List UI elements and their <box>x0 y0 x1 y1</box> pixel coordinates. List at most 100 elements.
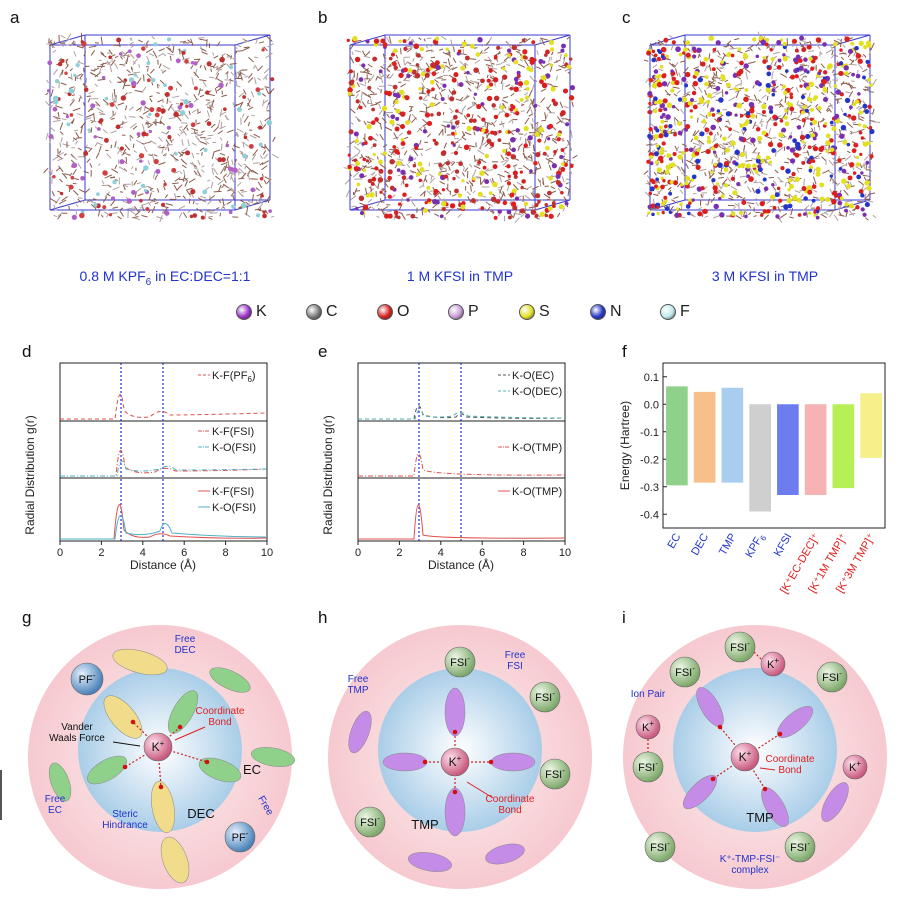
atom <box>46 89 51 93</box>
atom <box>480 78 485 84</box>
atom <box>693 135 699 141</box>
bond <box>240 172 247 180</box>
bond <box>79 73 84 79</box>
atom <box>96 192 100 197</box>
atom <box>659 146 665 152</box>
atom <box>867 104 872 109</box>
atom <box>365 39 370 44</box>
atom <box>681 76 687 82</box>
atom <box>856 174 862 180</box>
bond <box>262 99 265 107</box>
atom <box>418 178 423 183</box>
atom <box>151 77 156 83</box>
atom <box>671 105 676 109</box>
bond <box>544 136 548 144</box>
atom <box>153 158 159 165</box>
bond <box>382 53 385 59</box>
atom <box>347 153 351 157</box>
cube-edge <box>49 199 86 211</box>
atom <box>782 44 787 50</box>
bond <box>422 94 429 101</box>
bond <box>765 122 768 130</box>
bond <box>524 117 530 125</box>
bond <box>806 104 812 109</box>
atom <box>560 190 564 195</box>
atom <box>406 130 412 135</box>
bond <box>145 122 152 125</box>
atom <box>154 112 160 118</box>
atom <box>493 77 499 83</box>
atom <box>358 105 363 110</box>
bond <box>462 167 466 171</box>
bond <box>800 63 806 66</box>
atom <box>555 180 561 186</box>
bond <box>827 107 832 113</box>
bond <box>480 178 486 186</box>
bond <box>850 84 854 88</box>
bond <box>396 158 403 161</box>
bond <box>572 154 578 159</box>
atom <box>206 61 212 67</box>
bond <box>473 131 476 136</box>
bond <box>257 77 261 81</box>
bond <box>450 110 454 114</box>
bond <box>126 69 131 74</box>
atom <box>545 49 550 55</box>
atom <box>179 102 184 106</box>
bond <box>450 169 455 175</box>
ball <box>644 831 676 863</box>
bond <box>718 176 725 179</box>
atom <box>860 171 864 175</box>
bond <box>133 71 141 74</box>
rdf-e-curve-ko-tmp-1 <box>358 453 566 477</box>
bond <box>704 172 707 177</box>
atom <box>732 73 738 78</box>
bond <box>430 50 435 53</box>
atom <box>120 95 127 101</box>
atom <box>473 67 479 73</box>
bond <box>426 87 433 92</box>
atom <box>347 91 352 96</box>
atom <box>787 188 791 192</box>
atom <box>743 96 749 103</box>
atom <box>736 102 742 109</box>
bond <box>83 155 87 159</box>
atom <box>171 167 177 173</box>
bond <box>149 95 153 98</box>
bond <box>746 136 752 141</box>
bond <box>50 198 58 204</box>
atom <box>348 80 354 86</box>
bond <box>164 152 167 157</box>
atom <box>501 66 506 71</box>
atom <box>788 178 793 183</box>
plot-frame <box>662 362 886 529</box>
atom <box>538 58 544 64</box>
bond <box>718 126 722 132</box>
atom <box>146 61 151 66</box>
atom <box>670 88 675 93</box>
atom <box>869 154 874 159</box>
bond <box>183 169 186 176</box>
oxygen-dot <box>452 729 458 735</box>
atom <box>537 200 541 204</box>
bond <box>217 130 224 135</box>
atom <box>418 87 422 91</box>
bond <box>158 136 163 142</box>
atom <box>398 72 404 79</box>
atom <box>866 185 872 191</box>
bond <box>859 100 862 105</box>
bar-0 <box>666 386 688 486</box>
atom <box>808 168 813 173</box>
rdf-e-xlabel: Distance (Å) <box>428 557 494 572</box>
atom <box>664 169 670 175</box>
atom <box>838 70 844 77</box>
bond <box>566 36 570 40</box>
bond <box>498 103 501 109</box>
atom <box>202 189 208 195</box>
atom <box>808 81 814 88</box>
atom <box>424 72 430 78</box>
bond <box>63 153 67 156</box>
md-box-a <box>43 32 280 223</box>
bond <box>808 92 811 97</box>
atom <box>768 160 773 165</box>
